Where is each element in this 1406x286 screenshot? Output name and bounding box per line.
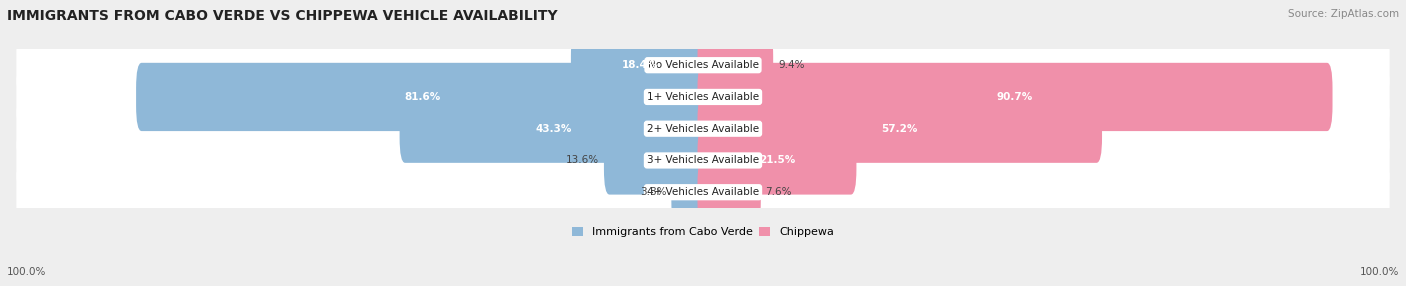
- FancyBboxPatch shape: [17, 73, 1389, 121]
- FancyBboxPatch shape: [697, 63, 1333, 131]
- Text: 3.8%: 3.8%: [640, 187, 666, 197]
- FancyBboxPatch shape: [17, 168, 1389, 216]
- Text: 2+ Vehicles Available: 2+ Vehicles Available: [647, 124, 759, 134]
- FancyBboxPatch shape: [697, 126, 856, 194]
- Text: 4+ Vehicles Available: 4+ Vehicles Available: [647, 187, 759, 197]
- Text: 3+ Vehicles Available: 3+ Vehicles Available: [647, 156, 759, 166]
- Text: 9.4%: 9.4%: [778, 60, 804, 70]
- Text: 100.0%: 100.0%: [1360, 267, 1399, 277]
- Text: 100.0%: 100.0%: [7, 267, 46, 277]
- Text: 21.5%: 21.5%: [759, 156, 794, 166]
- Text: IMMIGRANTS FROM CABO VERDE VS CHIPPEWA VEHICLE AVAILABILITY: IMMIGRANTS FROM CABO VERDE VS CHIPPEWA V…: [7, 9, 558, 23]
- Text: 90.7%: 90.7%: [997, 92, 1033, 102]
- FancyBboxPatch shape: [17, 41, 1389, 89]
- Legend: Immigrants from Cabo Verde, Chippewa: Immigrants from Cabo Verde, Chippewa: [572, 227, 834, 237]
- Text: 13.6%: 13.6%: [567, 156, 599, 166]
- Text: Source: ZipAtlas.com: Source: ZipAtlas.com: [1288, 9, 1399, 19]
- FancyBboxPatch shape: [571, 31, 709, 99]
- Text: 81.6%: 81.6%: [404, 92, 440, 102]
- FancyBboxPatch shape: [17, 137, 1389, 184]
- Text: 18.4%: 18.4%: [621, 60, 658, 70]
- Text: 7.6%: 7.6%: [766, 187, 792, 197]
- Text: 43.3%: 43.3%: [536, 124, 572, 134]
- Text: No Vehicles Available: No Vehicles Available: [648, 60, 758, 70]
- FancyBboxPatch shape: [697, 95, 1102, 163]
- FancyBboxPatch shape: [17, 105, 1389, 152]
- FancyBboxPatch shape: [136, 63, 709, 131]
- FancyBboxPatch shape: [697, 158, 761, 226]
- Text: 1+ Vehicles Available: 1+ Vehicles Available: [647, 92, 759, 102]
- FancyBboxPatch shape: [605, 126, 709, 194]
- FancyBboxPatch shape: [671, 158, 709, 226]
- FancyBboxPatch shape: [399, 95, 709, 163]
- FancyBboxPatch shape: [697, 31, 773, 99]
- Text: 57.2%: 57.2%: [882, 124, 918, 134]
